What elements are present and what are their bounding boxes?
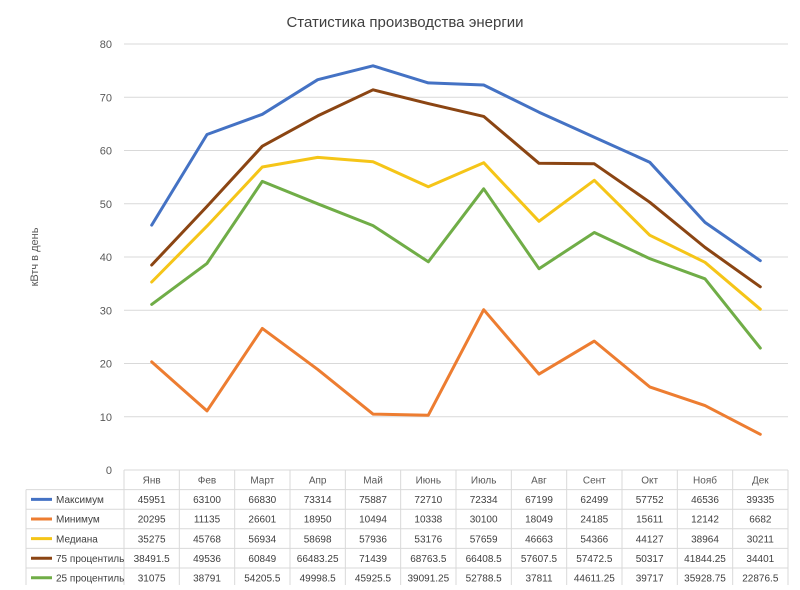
table-cell: 68763.5 bbox=[410, 554, 447, 565]
table-cell: 30211 bbox=[747, 534, 775, 545]
table-cell: 11135 bbox=[194, 515, 221, 526]
table-cell: 24185 bbox=[580, 515, 608, 526]
y-tick-labels: 0 10 20 30 40 50 60 70 80 bbox=[100, 39, 112, 477]
table-cell: 54205.5 bbox=[244, 574, 281, 585]
table-cell: 39091.25 bbox=[407, 574, 449, 585]
table-cell: 31075 bbox=[138, 574, 166, 585]
y-tick-label: 60 bbox=[100, 146, 112, 158]
x-tick-label: Март bbox=[250, 476, 274, 487]
table-cell: 54366 bbox=[580, 534, 608, 545]
table-cell: 44127 bbox=[636, 534, 664, 545]
table-cell: 10338 bbox=[414, 515, 442, 526]
series-line bbox=[150, 88, 762, 289]
y-tick-label: 0 bbox=[106, 465, 112, 477]
table-cell: 26601 bbox=[248, 515, 276, 526]
table-cell: 46536 bbox=[691, 495, 719, 506]
legend-label: Минимум bbox=[56, 515, 100, 526]
y-axis-label: кВтч в день bbox=[29, 227, 41, 286]
table-cell: 57659 bbox=[470, 534, 498, 545]
x-tick-label: Май bbox=[363, 476, 383, 487]
table-cell: 67199 bbox=[525, 495, 553, 506]
x-tick-label: Апр bbox=[309, 476, 327, 487]
legend-label: 75 процентиль bbox=[56, 554, 124, 565]
y-tick-label: 10 bbox=[100, 412, 112, 424]
table-cell: 57936 bbox=[359, 534, 387, 545]
series-line bbox=[150, 179, 762, 350]
series-lines bbox=[150, 64, 762, 436]
y-tick-label: 70 bbox=[100, 92, 112, 104]
y-tick-label: 80 bbox=[100, 39, 112, 51]
table-cell: 50317 bbox=[636, 554, 664, 565]
table-cell: 35275 bbox=[138, 534, 166, 545]
x-tick-label: Янв bbox=[143, 476, 161, 487]
y-tick-label: 20 bbox=[100, 359, 112, 371]
table-cell: 12142 bbox=[691, 515, 719, 526]
table-cell: 22876.5 bbox=[742, 574, 779, 585]
table-cell: 46663 bbox=[525, 534, 553, 545]
table-cell: 73314 bbox=[304, 495, 332, 506]
table-cell: 6682 bbox=[749, 515, 772, 526]
table-cell: 45925.5 bbox=[355, 574, 392, 585]
data-table: Янв Фев Март Апр Май Июнь Июль Авг Сент Окт Нояб Де… bbox=[25, 469, 789, 589]
table-cell: 38964 bbox=[691, 534, 719, 545]
table-cell: 75887 bbox=[359, 495, 387, 506]
table-cell: 66483.25 bbox=[297, 554, 339, 565]
table-cell: 20295 bbox=[138, 515, 166, 526]
table-cell: 63100 bbox=[193, 495, 221, 506]
chart-title: Статистика производства энергии bbox=[286, 14, 523, 31]
table-cell: 10494 bbox=[359, 515, 387, 526]
x-tick-label: Окт bbox=[641, 476, 658, 487]
table-cell: 57752 bbox=[636, 495, 664, 506]
table-cell: 71439 bbox=[359, 554, 387, 565]
x-tick-label: Фев bbox=[198, 476, 216, 487]
table-cell: 18950 bbox=[304, 515, 332, 526]
table-cell: 30100 bbox=[470, 515, 498, 526]
table-cell: 57472.5 bbox=[576, 554, 613, 565]
table-cell: 15611 bbox=[636, 515, 664, 526]
series-line bbox=[150, 155, 762, 311]
table-cell: 41844.25 bbox=[684, 554, 726, 565]
table-cell: 66408.5 bbox=[466, 554, 503, 565]
table-cell: 39335 bbox=[746, 495, 774, 506]
x-tick-label: Июль bbox=[471, 476, 497, 487]
x-tick-label: Июнь bbox=[416, 476, 441, 487]
table-cell: 52788.5 bbox=[466, 574, 503, 585]
table-cell: 34401 bbox=[746, 554, 774, 565]
table-cell: 62499 bbox=[580, 495, 608, 506]
x-tick-label: Дек bbox=[752, 476, 769, 487]
legend-label: 25 процентиль bbox=[56, 574, 124, 585]
table-cell: 35928.75 bbox=[684, 574, 726, 585]
table-cell: 53176 bbox=[414, 534, 442, 545]
table-cell: 72334 bbox=[470, 495, 498, 506]
y-tick-label: 40 bbox=[100, 252, 112, 264]
x-tick-label: Нояб bbox=[693, 475, 717, 487]
series-line bbox=[150, 308, 762, 436]
legend-label: Медиана bbox=[56, 534, 98, 545]
table-cell: 18049 bbox=[525, 515, 553, 526]
table-cell: 45768 bbox=[193, 534, 221, 545]
series-line bbox=[150, 64, 762, 263]
grid-lines bbox=[124, 43, 788, 471]
table-cell: 49536 bbox=[193, 554, 221, 565]
table-cell: 60849 bbox=[248, 554, 276, 565]
x-tick-label: Сент bbox=[583, 476, 606, 487]
table-cell: 38791 bbox=[193, 574, 221, 585]
table-cell: 72710 bbox=[414, 495, 442, 506]
table-cell: 57607.5 bbox=[521, 554, 558, 565]
table-cell: 58698 bbox=[304, 534, 332, 545]
x-tick-label: Авг bbox=[531, 476, 547, 487]
table-cell: 66830 bbox=[248, 495, 276, 506]
legend-label: Максимум bbox=[56, 495, 104, 506]
table-cell: 49998.5 bbox=[300, 574, 337, 585]
table-cell: 44611.25 bbox=[574, 574, 615, 585]
y-tick-label: 50 bbox=[100, 199, 112, 211]
table-cell: 38491.5 bbox=[134, 554, 171, 565]
table-cell: 39717 bbox=[636, 574, 664, 585]
table-cell: 56934 bbox=[248, 534, 276, 545]
table-cell: 45951 bbox=[138, 495, 166, 506]
y-tick-label: 30 bbox=[100, 305, 112, 317]
table-cell: 37811 bbox=[525, 574, 553, 585]
